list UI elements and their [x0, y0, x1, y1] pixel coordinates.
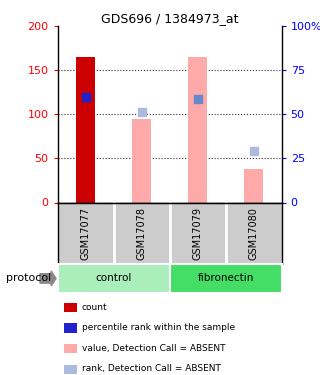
Text: rank, Detection Call = ABSENT: rank, Detection Call = ABSENT: [82, 364, 220, 374]
Bar: [132, 119, 151, 202]
Text: GSM17079: GSM17079: [193, 207, 203, 260]
Text: GSM17077: GSM17077: [81, 207, 91, 260]
Text: value, Detection Call = ABSENT: value, Detection Call = ABSENT: [82, 344, 225, 353]
Text: count: count: [82, 303, 107, 312]
Bar: [188, 57, 207, 202]
Text: GSM17078: GSM17078: [137, 207, 147, 260]
Text: control: control: [95, 273, 132, 284]
Text: protocol: protocol: [6, 273, 51, 284]
Bar: [58, 264, 170, 292]
Bar: [170, 264, 282, 292]
Text: fibronectin: fibronectin: [197, 273, 254, 284]
Title: GDS696 / 1384973_at: GDS696 / 1384973_at: [101, 12, 238, 25]
Text: GSM17080: GSM17080: [249, 207, 259, 260]
Text: percentile rank within the sample: percentile rank within the sample: [82, 323, 235, 332]
Bar: [244, 169, 263, 202]
Bar: [76, 57, 95, 202]
